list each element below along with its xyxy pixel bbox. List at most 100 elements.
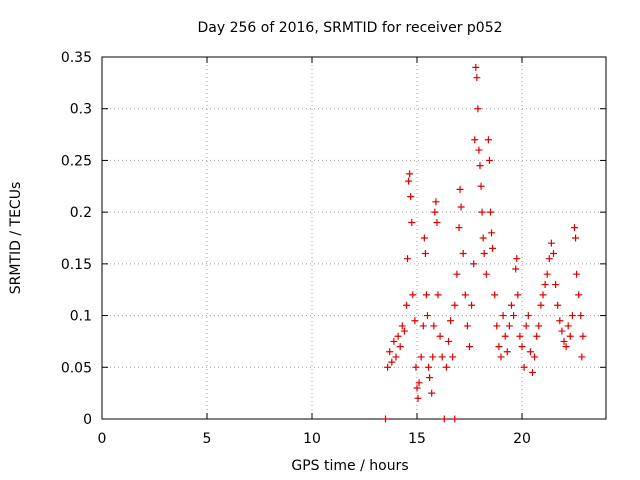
data-point <box>505 322 513 330</box>
data-point <box>466 343 473 351</box>
data-point <box>579 332 587 340</box>
data-point <box>459 250 467 258</box>
data-point <box>539 291 547 299</box>
data-point <box>449 353 457 361</box>
data-point <box>455 224 463 232</box>
data-point <box>417 353 425 361</box>
data-point <box>412 363 420 371</box>
data-point <box>480 250 488 258</box>
x-tick-label: 15 <box>408 431 426 447</box>
data-point <box>503 348 511 356</box>
data-point <box>415 379 423 387</box>
data-point <box>390 337 398 345</box>
data-point <box>526 348 534 356</box>
y-tick-label: 0.1 <box>70 309 92 325</box>
data-point <box>468 301 476 309</box>
data-point <box>463 322 471 330</box>
data-point <box>403 301 410 309</box>
data-point <box>478 208 486 216</box>
data-point <box>508 301 515 309</box>
data-point <box>428 389 436 397</box>
data-point <box>430 322 438 330</box>
y-tick-label: 0.2 <box>70 205 92 221</box>
data-point <box>514 291 522 299</box>
data-point <box>409 291 417 299</box>
data-point <box>516 332 524 340</box>
data-points <box>382 63 587 423</box>
data-point <box>445 337 452 345</box>
data-point <box>488 229 496 237</box>
data-point <box>470 260 478 268</box>
data-point <box>489 244 497 252</box>
data-point <box>482 270 490 278</box>
data-point <box>529 368 536 376</box>
data-point <box>411 317 419 325</box>
data-point <box>476 162 484 170</box>
data-point <box>564 322 572 330</box>
data-point <box>406 170 414 178</box>
data-point <box>510 312 518 320</box>
data-point <box>429 353 437 361</box>
data-point <box>537 301 545 309</box>
x-tick-label: 10 <box>303 431 321 447</box>
data-point <box>568 312 576 320</box>
data-point <box>547 239 555 247</box>
data-point <box>473 74 481 82</box>
data-point <box>552 281 560 289</box>
data-point <box>479 234 487 242</box>
data-point <box>392 353 400 361</box>
data-point <box>495 343 503 351</box>
data-point <box>414 394 422 402</box>
y-tick-label: 0.35 <box>61 50 92 66</box>
data-point <box>426 374 434 382</box>
y-tick-label: 0.3 <box>70 102 92 118</box>
data-point <box>545 255 553 263</box>
y-tick-label: 0 <box>83 412 92 428</box>
data-point <box>520 363 528 371</box>
y-tick-label: 0.25 <box>61 153 92 169</box>
data-point <box>440 415 448 423</box>
data-point <box>447 317 455 325</box>
data-point <box>499 312 507 320</box>
data-point <box>396 343 404 351</box>
data-point <box>413 384 421 392</box>
data-point <box>471 136 479 144</box>
data-point <box>419 322 427 330</box>
grid-lines <box>102 57 606 419</box>
data-point <box>487 208 494 216</box>
data-point <box>474 105 482 113</box>
data-point <box>558 327 566 335</box>
data-point <box>485 156 493 164</box>
data-point <box>386 348 394 356</box>
data-point <box>572 234 580 242</box>
data-point <box>438 353 446 361</box>
data-point <box>384 363 392 371</box>
plot-frame <box>101 56 607 420</box>
data-point <box>407 193 415 201</box>
data-point <box>425 363 433 371</box>
y-axis-label: SRMTID / TECUs <box>8 182 24 295</box>
data-point <box>571 224 578 232</box>
data-point <box>512 265 520 273</box>
data-point <box>433 218 441 226</box>
data-point <box>560 337 568 345</box>
data-point <box>424 312 431 320</box>
data-point <box>422 291 430 299</box>
data-point <box>531 353 539 361</box>
data-point <box>388 358 396 366</box>
data-point <box>535 322 543 330</box>
data-point <box>408 218 416 226</box>
data-point <box>522 322 530 330</box>
axis-ticks: 0 5 10 15 20 0 0.05 0.1 0.15 0.2 0.25 0.3 0.35 <box>61 50 606 447</box>
data-point <box>513 255 521 263</box>
data-point <box>475 146 483 154</box>
data-point <box>405 177 413 185</box>
data-point <box>554 301 562 309</box>
data-point <box>562 343 570 351</box>
data-point <box>575 291 583 299</box>
data-point <box>491 291 499 299</box>
data-point <box>461 291 469 299</box>
data-point <box>524 312 532 320</box>
data-point <box>451 301 459 309</box>
